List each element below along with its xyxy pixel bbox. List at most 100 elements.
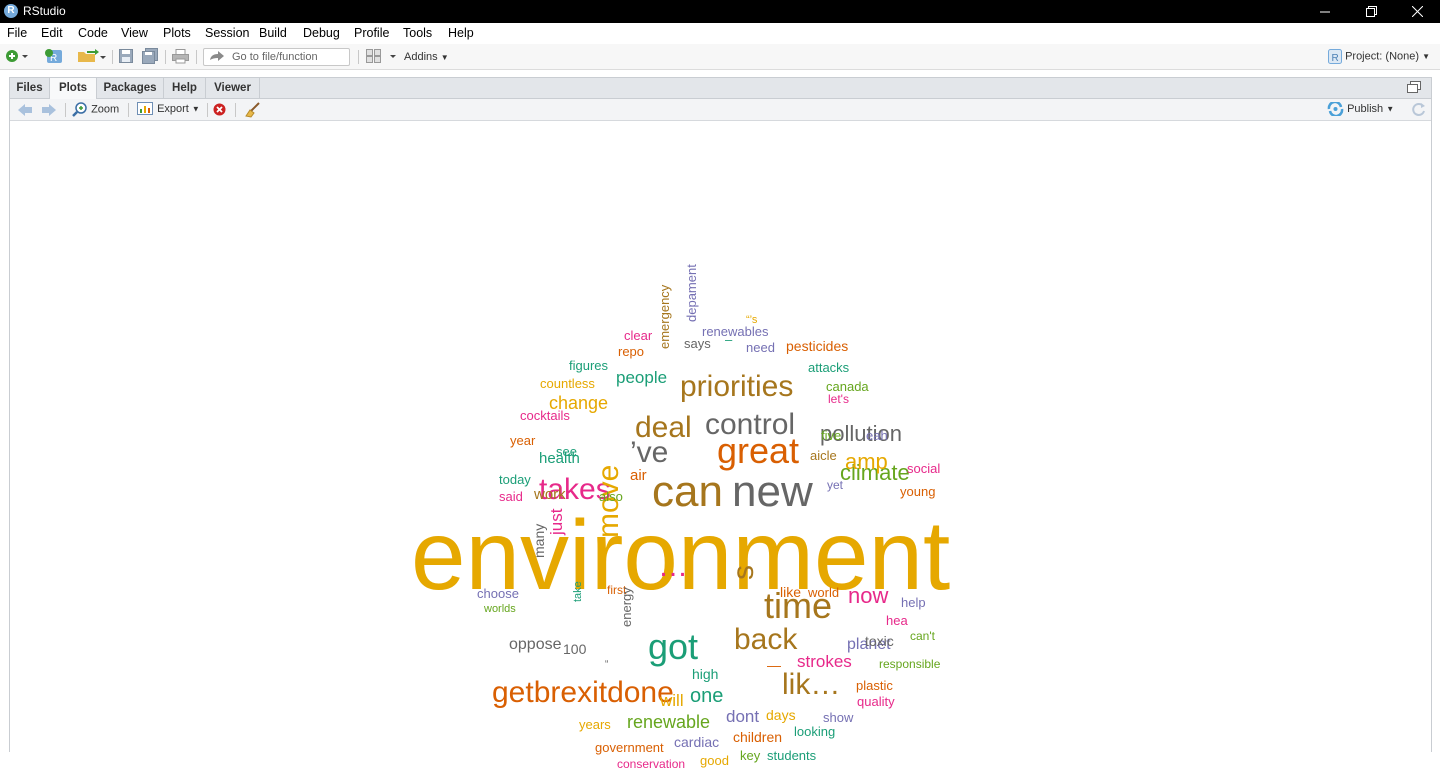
zoom-magnifier-icon — [72, 102, 87, 117]
menu-bar: File Edit Code View Plots Session Build … — [0, 23, 1440, 44]
menu-build[interactable]: Build — [259, 26, 287, 40]
chevron-down-icon: ▼ — [440, 53, 449, 62]
minimize-button[interactable] — [1302, 0, 1348, 23]
cloud-word-20: now — [848, 583, 889, 608]
menu-tools[interactable]: Tools — [403, 26, 433, 40]
cloud-word-9: takes — [539, 473, 611, 506]
cloud-word-35: 100 — [563, 641, 587, 657]
restore-button[interactable] — [1348, 0, 1394, 23]
chevron-down-icon: ▼ — [191, 104, 200, 114]
menu-help[interactable]: Help — [448, 26, 474, 40]
new-project-icon: R — [45, 49, 62, 64]
cloud-word-6: deal — [635, 411, 692, 444]
toolbar-separator — [165, 50, 166, 64]
new-project-button[interactable]: R — [44, 48, 66, 67]
chevron-down-icon: ▼ — [1386, 104, 1395, 114]
cloud-word-74: help — [901, 595, 926, 610]
addins-button[interactable]: Addins ▼ — [404, 51, 449, 63]
export-button[interactable]: Export ▼ — [137, 102, 200, 116]
menu-debug[interactable]: Debug — [303, 26, 340, 40]
new-file-icon — [6, 50, 28, 62]
cloud-word-86: good — [700, 753, 729, 768]
menu-view[interactable]: View — [121, 26, 148, 40]
zoom-button[interactable]: Zoom — [72, 102, 119, 117]
back-arrow-button[interactable] — [17, 103, 33, 120]
cloud-word-58: five — [821, 428, 842, 443]
tab-files[interactable]: Files — [10, 78, 50, 99]
cloud-word-61: yet — [827, 478, 844, 492]
cloud-word-73: world — [808, 585, 840, 600]
title-bar: R RStudio — [0, 0, 1440, 23]
close-button[interactable] — [1394, 0, 1440, 23]
cloud-word-49: cocktails — [520, 408, 570, 423]
goto-arrow-icon — [209, 49, 225, 66]
menu-file[interactable]: File — [7, 26, 28, 40]
goto-file-function-input[interactable]: Go to file/function — [203, 48, 350, 66]
cloud-word-46: attacks — [808, 360, 850, 375]
clear-all-plots-button[interactable] — [244, 102, 260, 121]
tab-plots[interactable]: Plots — [50, 78, 97, 100]
cloud-word-7: control — [705, 408, 796, 441]
cloud-word-18: climate — [840, 460, 910, 485]
open-file-button[interactable] — [77, 48, 107, 67]
cloud-word-36: cardiac — [674, 734, 720, 750]
cloud-word-66: “’s — [746, 314, 758, 326]
tab-packages[interactable]: Packages — [97, 78, 164, 99]
toolbar-separator — [358, 50, 359, 64]
cloud-word-14: lik… — [782, 668, 841, 701]
tab-viewer[interactable]: Viewer — [206, 78, 260, 99]
save-icon — [119, 49, 133, 63]
menu-plots[interactable]: Plots — [163, 26, 191, 40]
cloud-word-15: … — [658, 550, 688, 583]
cloud-word-8: priorities — [680, 370, 794, 403]
pane-layout-button[interactable] — [366, 49, 398, 66]
cloud-word-65: depament — [684, 264, 699, 322]
cloud-word-42: canada — [826, 379, 869, 394]
refresh-plot-button[interactable] — [1411, 102, 1426, 120]
project-menu-button[interactable]: R Project: (None) ▼ — [1328, 49, 1430, 64]
menu-profile[interactable]: Profile — [354, 26, 390, 40]
project-r-icon: R — [1328, 49, 1342, 64]
cloud-word-43: renewables — [702, 324, 769, 339]
publish-icon — [1327, 100, 1344, 118]
menu-session[interactable]: Session — [205, 26, 250, 40]
cloud-word-23: change — [549, 393, 609, 413]
cloud-word-4: time — [764, 585, 833, 626]
cloud-word-63: clear — [624, 328, 653, 343]
cloud-word-31: work — [534, 486, 566, 503]
menu-edit[interactable]: Edit — [41, 26, 63, 40]
print-button[interactable] — [172, 49, 189, 67]
cloud-word-79: quality — [857, 694, 895, 709]
cloud-word-89: — — [767, 657, 781, 673]
menu-code[interactable]: Code — [78, 26, 108, 40]
tab-help[interactable]: Help — [164, 78, 206, 99]
maximize-pane-button[interactable] — [1407, 81, 1421, 99]
save-all-button[interactable] — [142, 48, 159, 67]
cloud-word-22: renewable — [627, 712, 711, 732]
remove-plot-button[interactable] — [213, 103, 226, 119]
cloud-word-70: first — [607, 583, 627, 597]
project-label: Project: (None) — [1345, 50, 1420, 63]
save-button[interactable] — [119, 49, 133, 67]
grid-layout-icon — [366, 49, 396, 63]
broom-icon — [245, 102, 260, 118]
forward-arrow-button[interactable] — [41, 103, 57, 120]
toolbar-separator — [65, 103, 66, 117]
cloud-word-34: pesticides — [786, 338, 849, 354]
cloud-word-51: see — [556, 444, 577, 459]
cloud-word-87: key — [740, 748, 761, 763]
cloud-word-30: planet — [847, 636, 891, 653]
print-icon — [172, 49, 189, 64]
export-chart-icon — [137, 102, 153, 115]
cloud-word-55: social — [907, 461, 941, 476]
cloud-word-39: toxic — [865, 633, 894, 649]
toolbar-separator — [207, 103, 208, 117]
minimize-icon — [1320, 11, 1330, 12]
cloud-word-53: said — [499, 489, 523, 504]
publish-button[interactable]: Publish ▼ — [1327, 100, 1395, 118]
arrow-left-icon — [18, 104, 32, 116]
cloud-word-57: aicle — [810, 448, 837, 463]
cloud-word-48: countless — [540, 376, 595, 391]
cloud-word-0: environment — [411, 500, 951, 610]
new-file-button[interactable] — [5, 49, 31, 66]
